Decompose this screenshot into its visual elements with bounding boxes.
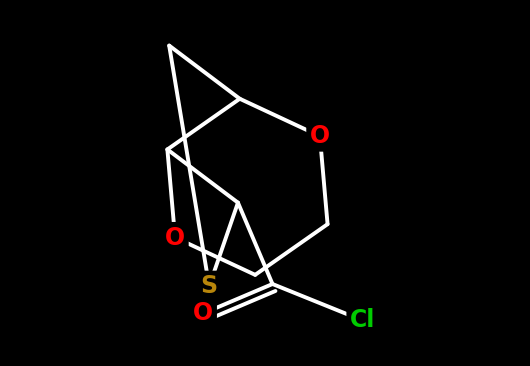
Text: O: O <box>310 124 330 148</box>
Text: O: O <box>165 225 185 250</box>
Text: S: S <box>201 274 218 298</box>
Text: O: O <box>193 301 214 325</box>
Text: Cl: Cl <box>350 309 375 332</box>
